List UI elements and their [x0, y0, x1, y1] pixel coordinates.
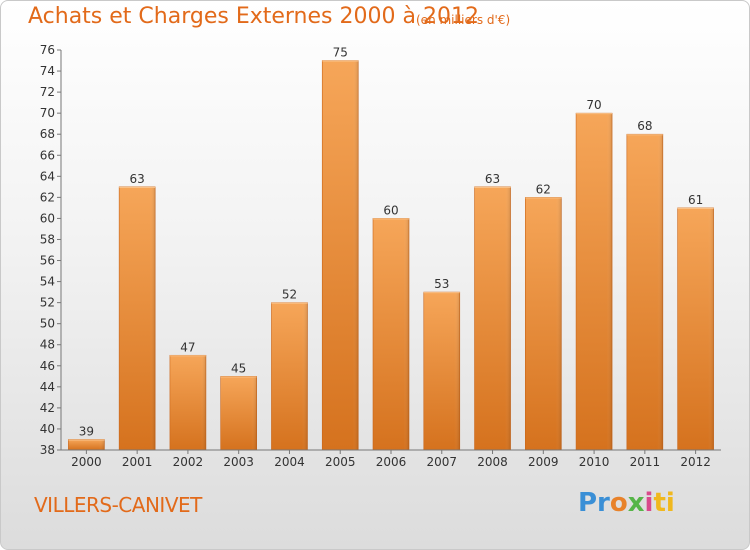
bar-shade — [677, 207, 714, 450]
y-tick-label: 72 — [40, 85, 55, 99]
x-tick-label: 2001 — [122, 455, 153, 469]
data-label: 63 — [130, 172, 145, 186]
y-tick-label: 38 — [40, 443, 55, 457]
y-tick-label: 52 — [40, 296, 55, 310]
data-label: 63 — [485, 172, 500, 186]
data-label: 60 — [383, 203, 398, 217]
y-tick-label: 44 — [40, 380, 55, 394]
data-label: 62 — [536, 182, 551, 196]
data-label: 70 — [586, 98, 601, 112]
x-tick-label: 2008 — [477, 455, 508, 469]
data-label: 39 — [79, 424, 94, 438]
chart-subtitle: (en milliers d'€) — [416, 13, 511, 27]
logo-part: i — [644, 488, 654, 518]
data-label: 45 — [231, 361, 246, 375]
logo-part: x — [627, 488, 645, 518]
y-tick-label: 62 — [40, 190, 55, 204]
bar-shade — [271, 302, 308, 450]
bar-shade — [474, 186, 511, 450]
y-tick-label: 58 — [40, 232, 55, 246]
y-tick-label: 74 — [40, 64, 55, 78]
x-tick-label: 2005 — [325, 455, 356, 469]
x-tick-label: 2002 — [173, 455, 204, 469]
data-label: 53 — [434, 277, 449, 291]
y-tick-label: 60 — [40, 211, 55, 225]
data-label: 52 — [282, 288, 297, 302]
y-tick-label: 76 — [40, 43, 55, 57]
x-tick-label: 2000 — [71, 455, 102, 469]
y-tick-label: 40 — [40, 422, 55, 436]
x-tick-label: 2012 — [680, 455, 711, 469]
y-tick-label: 54 — [40, 275, 55, 289]
bar-shade — [322, 60, 359, 451]
bar-shade — [68, 439, 105, 450]
logo-part: o — [609, 488, 628, 518]
x-tick-label: 2007 — [426, 455, 457, 469]
bar-shade — [169, 355, 206, 450]
logo-part: ti — [653, 488, 675, 518]
bar-shade — [119, 186, 156, 450]
bar-shade — [373, 218, 409, 450]
data-label: 61 — [688, 193, 703, 207]
bar-shade — [220, 376, 257, 450]
y-tick-label: 48 — [40, 338, 55, 352]
proxiti-logo: Proxiti — [578, 488, 675, 518]
bar-shade — [423, 292, 460, 450]
x-tick-label: 2009 — [528, 455, 559, 469]
y-tick-label: 42 — [40, 401, 55, 415]
bar-shade — [626, 134, 663, 451]
city-name: VILLERS-CANIVET — [34, 493, 202, 517]
data-label: 47 — [180, 340, 195, 354]
data-label: 68 — [637, 119, 652, 133]
y-tick-label: 46 — [40, 359, 55, 373]
logo-part: Pr — [578, 488, 610, 518]
x-tick-label: 2003 — [223, 455, 254, 469]
x-tick-label: 2010 — [579, 455, 610, 469]
data-label: 75 — [333, 46, 348, 60]
x-tick-label: 2011 — [630, 455, 661, 469]
bar-shade — [525, 197, 562, 450]
y-tick-label: 66 — [40, 148, 55, 162]
bar-shade — [576, 113, 613, 450]
y-tick-label: 70 — [40, 106, 55, 120]
y-tick-label: 50 — [40, 317, 55, 331]
x-tick-label: 2006 — [376, 455, 407, 469]
x-tick-label: 2004 — [274, 455, 305, 469]
chart-title: Achats et Charges Externes 2000 à 2012 — [28, 4, 479, 29]
y-tick-label: 64 — [40, 169, 55, 183]
y-tick-label: 56 — [40, 254, 55, 268]
y-tick-label: 68 — [40, 127, 55, 141]
